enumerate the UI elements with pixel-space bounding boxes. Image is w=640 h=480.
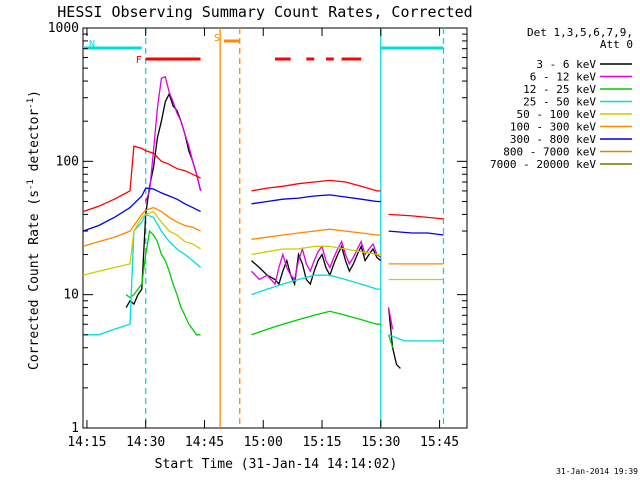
- y-axis-label-sup2: -1: [26, 98, 36, 109]
- x-tick-label: 14:15: [67, 435, 106, 450]
- flag-label-F: F: [136, 55, 142, 66]
- x-tick-label: 14:45: [185, 435, 224, 450]
- y-tick-label: 1: [71, 421, 79, 436]
- timestamp-stamp: 31-Jan-2014 19:39: [556, 467, 638, 476]
- legend-item-label: 3 - 6 keV: [536, 58, 596, 71]
- y-tick-label: 100: [56, 154, 79, 169]
- series-line-5: [82, 206, 444, 265]
- legend-item-label: 12 - 25 keV: [523, 83, 596, 96]
- x-tick-label: 15:15: [302, 435, 341, 450]
- y-tick-label: 1000: [48, 21, 79, 36]
- flag-label-S: S: [214, 33, 220, 44]
- plot-frame: [82, 27, 468, 429]
- flag-label-N: N: [89, 39, 95, 50]
- legend-item-label: 7000 - 20000 keV: [490, 158, 596, 171]
- chart-title: HESSI Observing Summary Count Rates, Cor…: [57, 3, 472, 21]
- legend-item-label: 100 - 300 keV: [510, 121, 596, 134]
- legend-item-label: 25 - 50 keV: [523, 96, 596, 109]
- legend-item-label: 300 - 800 keV: [510, 133, 596, 146]
- legend-item-label: 800 - 7000 keV: [503, 146, 596, 159]
- x-tick-label: 15:00: [244, 435, 283, 450]
- legend-header-1: Det 1,3,5,6,7,9,: [527, 26, 633, 39]
- x-tick-label: 15:30: [361, 435, 400, 450]
- y-axis: 1 10 100 1000: [48, 21, 467, 436]
- y-axis-label: Corrected Count Rate (s-1 detector-1): [26, 90, 42, 370]
- series-line-9: [82, 145, 444, 220]
- x-axis-label: Start Time (31-Jan-14 14:14:02): [155, 457, 398, 472]
- plot-area: F S N: [82, 27, 468, 429]
- y-tick-label: 10: [63, 288, 79, 303]
- series-line-4: [82, 210, 444, 281]
- series-line-3: [83, 213, 444, 342]
- series-line-0: [125, 92, 401, 369]
- legend-item-label: 6 - 12 keV: [530, 71, 597, 84]
- x-tick-label: 15:45: [420, 435, 459, 450]
- series-line-6: [82, 187, 444, 236]
- legend-item-label: 50 - 100 keV: [517, 108, 597, 121]
- x-tick-label: 14:30: [126, 435, 165, 450]
- series-line-2: [125, 229, 394, 348]
- legend-header-2: Att 0: [600, 38, 633, 51]
- x-axis: 14:15 14:30 14:45 15:00 15:15 15:30 15:45: [67, 28, 459, 450]
